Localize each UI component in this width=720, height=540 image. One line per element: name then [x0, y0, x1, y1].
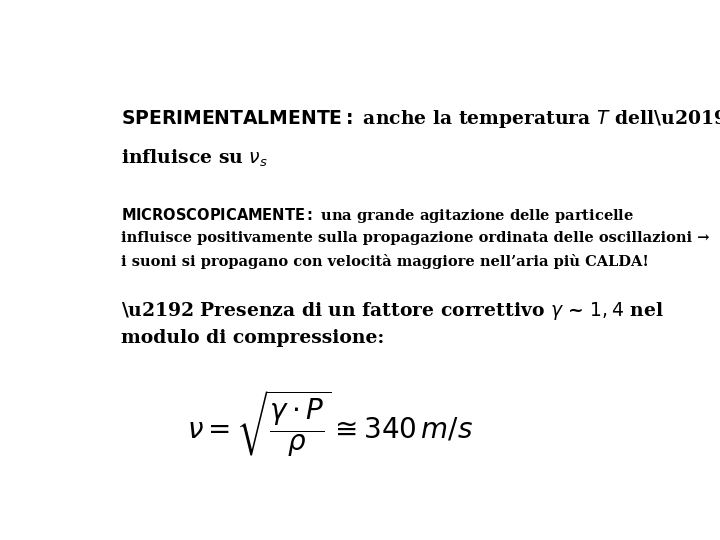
Text: modulo di compressione:: modulo di compressione:: [121, 329, 384, 347]
Text: $\nu = \sqrt{\dfrac{\gamma \cdot P}{\rho}} \cong 340\,m/s$: $\nu = \sqrt{\dfrac{\gamma \cdot P}{\rho…: [186, 389, 473, 460]
Text: \u2192 Presenza di un fattore correttivo $\mathit{\gamma}$ ~ $\mathit{1,4}$ nel: \u2192 Presenza di un fattore correttivo…: [121, 300, 664, 322]
Text: $\mathbf{SPERIMENTALMENTE:}$ anche la temperatura $\mathit{T}$ dell\u2019aria: $\mathbf{SPERIMENTALMENTE:}$ anche la te…: [121, 109, 720, 131]
Text: influisce su $\mathit{\nu}_s$: influisce su $\mathit{\nu}_s$: [121, 148, 268, 169]
Text: $\mathbf{MICROSCOPICAMENTE:}$ una grande agitazione delle particelle: $\mathbf{MICROSCOPICAMENTE:}$ una grande…: [121, 206, 634, 225]
Text: i suoni si propagano con velocità maggiore nell’aria più CALDA!: i suoni si propagano con velocità maggio…: [121, 254, 649, 269]
Text: influisce positivamente sulla propagazione ordinata delle oscillazioni →: influisce positivamente sulla propagazio…: [121, 231, 709, 245]
